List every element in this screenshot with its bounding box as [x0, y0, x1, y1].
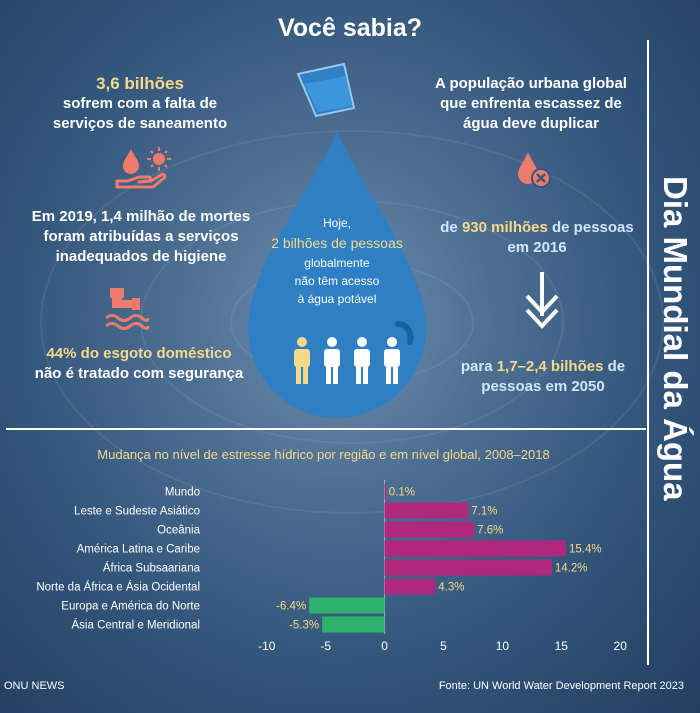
bar-1 [384, 502, 469, 519]
x-tick-label: -10 [258, 639, 276, 653]
category-label: Mundo [165, 487, 200, 499]
person-icon [354, 337, 370, 384]
drop-cross-icon [518, 152, 551, 188]
sanitation-line1: sofrem com a falta de [62, 95, 218, 112]
urban-from-suffix: de pessoas [547, 219, 634, 236]
person-icon [384, 337, 400, 384]
vertical-divider [647, 40, 649, 665]
value-label: 14.2% [555, 563, 588, 575]
drop-text: Hoje, 2 bilhões de pessoas globalmente n… [262, 214, 412, 308]
people-icons [294, 337, 400, 384]
footer-logo: ONU NEWS [4, 680, 65, 692]
urban-line3: água deve duplicar [463, 115, 599, 132]
sanitation-number: 3,6 bilhões [96, 74, 184, 93]
x-tick-label: -5 [320, 639, 331, 653]
bar-6 [309, 597, 385, 614]
urban-line1: A população urbana global [435, 75, 627, 92]
urban-from-line1: de 930 milhões de pessoas [426, 218, 648, 238]
hygiene-line2: foram atribuídas a serviços [43, 228, 239, 245]
fact-sanitation: 3,6 bilhões sofrem com a falta de serviç… [40, 74, 240, 134]
urban-line2: que enfrenta escassez de [440, 95, 622, 112]
urban-from-line2: em 2016 [507, 239, 567, 256]
bar-2 [384, 521, 475, 538]
horizontal-divider [6, 428, 646, 430]
category-label: Europa e América do Norte [61, 601, 200, 613]
sanitation-line2: serviços de saneamento [52, 115, 228, 132]
fact-hygiene: Em 2019, 1,4 milhão de mortes foram atri… [10, 207, 272, 267]
urban-to-number: 1,7–2,4 bilhões [496, 358, 604, 375]
hygiene-line3: inadequados de higiene [55, 248, 227, 265]
person-icon [324, 337, 340, 384]
fact-sewage: 44% do esgoto doméstico não é tratado co… [14, 344, 264, 384]
drop-line4: não têm acesso [294, 274, 380, 288]
fact-urban-intro: A população urbana global que enfrenta e… [420, 74, 642, 134]
page-title: Você sabia? [277, 14, 423, 42]
category-label: Oceânia [157, 525, 200, 537]
urban-from-prefix: de [440, 219, 462, 236]
x-tick-label: 15 [555, 639, 569, 653]
value-label: 15.4% [569, 544, 602, 556]
drop-line5: à água potável [297, 292, 377, 306]
glass-icon [296, 62, 356, 118]
hand-drop-germ-icon [115, 147, 171, 189]
drop-line2: 2 bilhões de pessoas [271, 235, 403, 251]
category-label: Norte da África e Ásia Ocidental [36, 581, 200, 594]
x-tick-label: 20 [614, 639, 628, 653]
urban-to-suffix: de [603, 358, 626, 375]
bar-chart: Mundo 0.1% Leste e Sudeste Asiático 7.1% Oce… [36, 480, 628, 653]
drop-line3: globalmente [304, 256, 370, 270]
drop-line1: Hoje, [322, 216, 351, 230]
value-label: 7.6% [477, 525, 503, 537]
category-label: Ásia Central e Meridional [72, 619, 200, 632]
bar-3 [384, 540, 567, 557]
value-label: -5.3% [289, 620, 319, 632]
side-title: Dia Mundial da Água [657, 175, 694, 501]
fact-urban-from: de 930 milhões de pessoas em 2016 [426, 218, 648, 258]
value-label: 7.1% [471, 506, 497, 518]
fact-urban-to: para 1,7–2,4 bilhões de pessoas em 2050 [438, 357, 648, 397]
arrow-down-icon [525, 272, 559, 329]
footer-source: Fonte: UN World Water Development Report… [438, 680, 684, 692]
water-drop-icon [248, 132, 426, 418]
category-label: África Subsaariana [103, 562, 201, 575]
sewage-highlight: 44% do esgoto doméstico [46, 345, 232, 362]
category-label: América Latina e Caribe [77, 544, 200, 556]
bar-0 [384, 483, 387, 500]
x-tick-label: 0 [381, 639, 388, 653]
chart-title: Mudança no nível de estresse hídrico por… [97, 447, 550, 462]
value-label: 4.3% [438, 582, 464, 594]
sewage-pipe-icon [105, 288, 150, 330]
bar-5 [384, 578, 436, 595]
category-label: Leste e Sudeste Asiático [74, 506, 200, 518]
urban-to-prefix: para [460, 358, 497, 375]
bar-4 [384, 559, 552, 576]
urban-to-line1: para 1,7–2,4 bilhões de [438, 357, 648, 377]
urban-to-line2: pessoas em 2050 [481, 378, 605, 395]
hygiene-line1: Em 2019, 1,4 milhão de mortes [31, 208, 251, 225]
urban-from-number: 930 milhões [461, 219, 548, 236]
value-label: 0.1% [389, 487, 415, 499]
value-label: -6.4% [276, 601, 306, 613]
person-icon-yellow [294, 337, 310, 384]
x-tick-label: 10 [496, 639, 510, 653]
x-tick-label: 5 [440, 639, 447, 653]
sewage-line2: não é tratado com segurança [34, 365, 244, 382]
ripple-ring [40, 130, 664, 514]
bar-7 [322, 616, 385, 633]
